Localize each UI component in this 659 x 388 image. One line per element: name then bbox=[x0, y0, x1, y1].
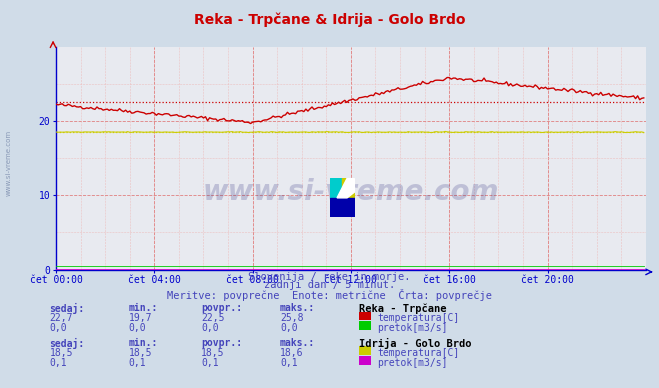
Text: www.si-vreme.com: www.si-vreme.com bbox=[203, 178, 499, 206]
Text: 25,8: 25,8 bbox=[280, 313, 304, 323]
Polygon shape bbox=[330, 198, 355, 217]
Text: 18,5: 18,5 bbox=[129, 348, 152, 358]
Text: 18,5: 18,5 bbox=[49, 348, 73, 358]
Text: 0,1: 0,1 bbox=[49, 358, 67, 368]
Text: povpr.:: povpr.: bbox=[201, 338, 242, 348]
Text: temperatura[C]: temperatura[C] bbox=[378, 313, 460, 323]
Text: Meritve: povprečne  Enote: metrične  Črta: povprečje: Meritve: povprečne Enote: metrične Črta:… bbox=[167, 289, 492, 301]
Polygon shape bbox=[330, 178, 342, 198]
Text: pretok[m3/s]: pretok[m3/s] bbox=[378, 323, 448, 333]
Text: maks.:: maks.: bbox=[280, 338, 315, 348]
Text: 0,1: 0,1 bbox=[280, 358, 298, 368]
Text: 18,6: 18,6 bbox=[280, 348, 304, 358]
Text: 22,7: 22,7 bbox=[49, 313, 73, 323]
Text: temperatura[C]: temperatura[C] bbox=[378, 348, 460, 358]
Text: 0,1: 0,1 bbox=[201, 358, 219, 368]
Text: 18,5: 18,5 bbox=[201, 348, 225, 358]
Text: www.si-vreme.com: www.si-vreme.com bbox=[5, 130, 12, 196]
Text: Slovenija / reke in morje.: Slovenija / reke in morje. bbox=[248, 272, 411, 282]
Text: povpr.:: povpr.: bbox=[201, 303, 242, 314]
Text: maks.:: maks.: bbox=[280, 303, 315, 314]
Text: 0,0: 0,0 bbox=[49, 323, 67, 333]
Text: min.:: min.: bbox=[129, 338, 158, 348]
Text: 0,0: 0,0 bbox=[129, 323, 146, 333]
Text: sedaj:: sedaj: bbox=[49, 338, 84, 349]
Text: 0,0: 0,0 bbox=[280, 323, 298, 333]
Text: 0,1: 0,1 bbox=[129, 358, 146, 368]
Text: pretok[m3/s]: pretok[m3/s] bbox=[378, 358, 448, 368]
Text: Reka - Trpčane & Idrija - Golo Brdo: Reka - Trpčane & Idrija - Golo Brdo bbox=[194, 12, 465, 27]
Text: Idrija - Golo Brdo: Idrija - Golo Brdo bbox=[359, 338, 472, 349]
Text: Reka - Trpčane: Reka - Trpčane bbox=[359, 303, 447, 314]
Polygon shape bbox=[337, 178, 355, 198]
Text: 0,0: 0,0 bbox=[201, 323, 219, 333]
Polygon shape bbox=[342, 178, 355, 198]
Text: min.:: min.: bbox=[129, 303, 158, 314]
Text: zadnji dan / 5 minut.: zadnji dan / 5 minut. bbox=[264, 280, 395, 290]
Text: sedaj:: sedaj: bbox=[49, 303, 84, 314]
Text: 22,5: 22,5 bbox=[201, 313, 225, 323]
Text: 19,7: 19,7 bbox=[129, 313, 152, 323]
